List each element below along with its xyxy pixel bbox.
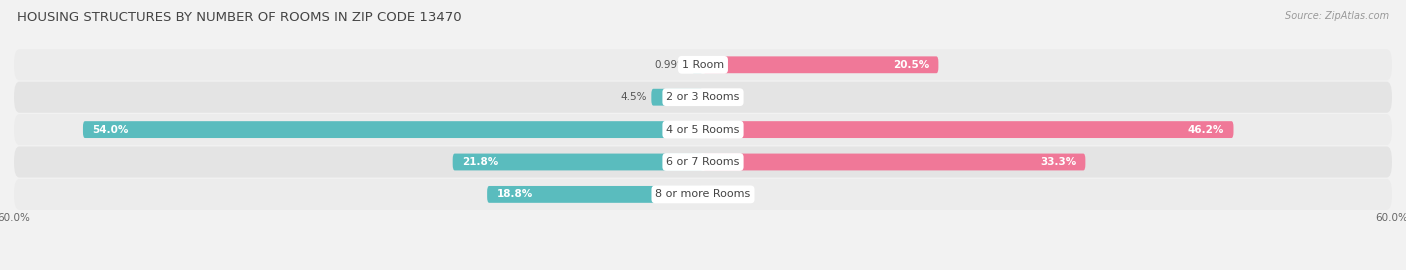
Text: 6 or 7 Rooms: 6 or 7 Rooms <box>666 157 740 167</box>
FancyBboxPatch shape <box>703 56 938 73</box>
Text: 4 or 5 Rooms: 4 or 5 Rooms <box>666 124 740 135</box>
Text: 4.5%: 4.5% <box>620 92 647 102</box>
FancyBboxPatch shape <box>453 154 703 170</box>
Text: Source: ZipAtlas.com: Source: ZipAtlas.com <box>1285 11 1389 21</box>
Text: HOUSING STRUCTURES BY NUMBER OF ROOMS IN ZIP CODE 13470: HOUSING STRUCTURES BY NUMBER OF ROOMS IN… <box>17 11 461 24</box>
Text: 21.8%: 21.8% <box>461 157 498 167</box>
FancyBboxPatch shape <box>83 121 703 138</box>
Text: 33.3%: 33.3% <box>1040 157 1076 167</box>
FancyBboxPatch shape <box>703 154 1085 170</box>
Text: 8 or more Rooms: 8 or more Rooms <box>655 189 751 200</box>
FancyBboxPatch shape <box>14 49 1392 80</box>
Text: 2 or 3 Rooms: 2 or 3 Rooms <box>666 92 740 102</box>
FancyBboxPatch shape <box>14 179 1392 210</box>
Text: 0.99%: 0.99% <box>654 60 688 70</box>
FancyBboxPatch shape <box>651 89 703 106</box>
FancyBboxPatch shape <box>14 146 1392 178</box>
Text: 18.8%: 18.8% <box>496 189 533 200</box>
Text: 46.2%: 46.2% <box>1188 124 1225 135</box>
Text: 54.0%: 54.0% <box>93 124 128 135</box>
FancyBboxPatch shape <box>692 56 703 73</box>
FancyBboxPatch shape <box>703 121 1233 138</box>
FancyBboxPatch shape <box>486 186 703 203</box>
Text: 1 Room: 1 Room <box>682 60 724 70</box>
Text: 0.0%: 0.0% <box>707 92 734 102</box>
FancyBboxPatch shape <box>14 82 1392 113</box>
FancyBboxPatch shape <box>14 114 1392 145</box>
Text: 20.5%: 20.5% <box>893 60 929 70</box>
Text: 0.0%: 0.0% <box>707 189 734 200</box>
